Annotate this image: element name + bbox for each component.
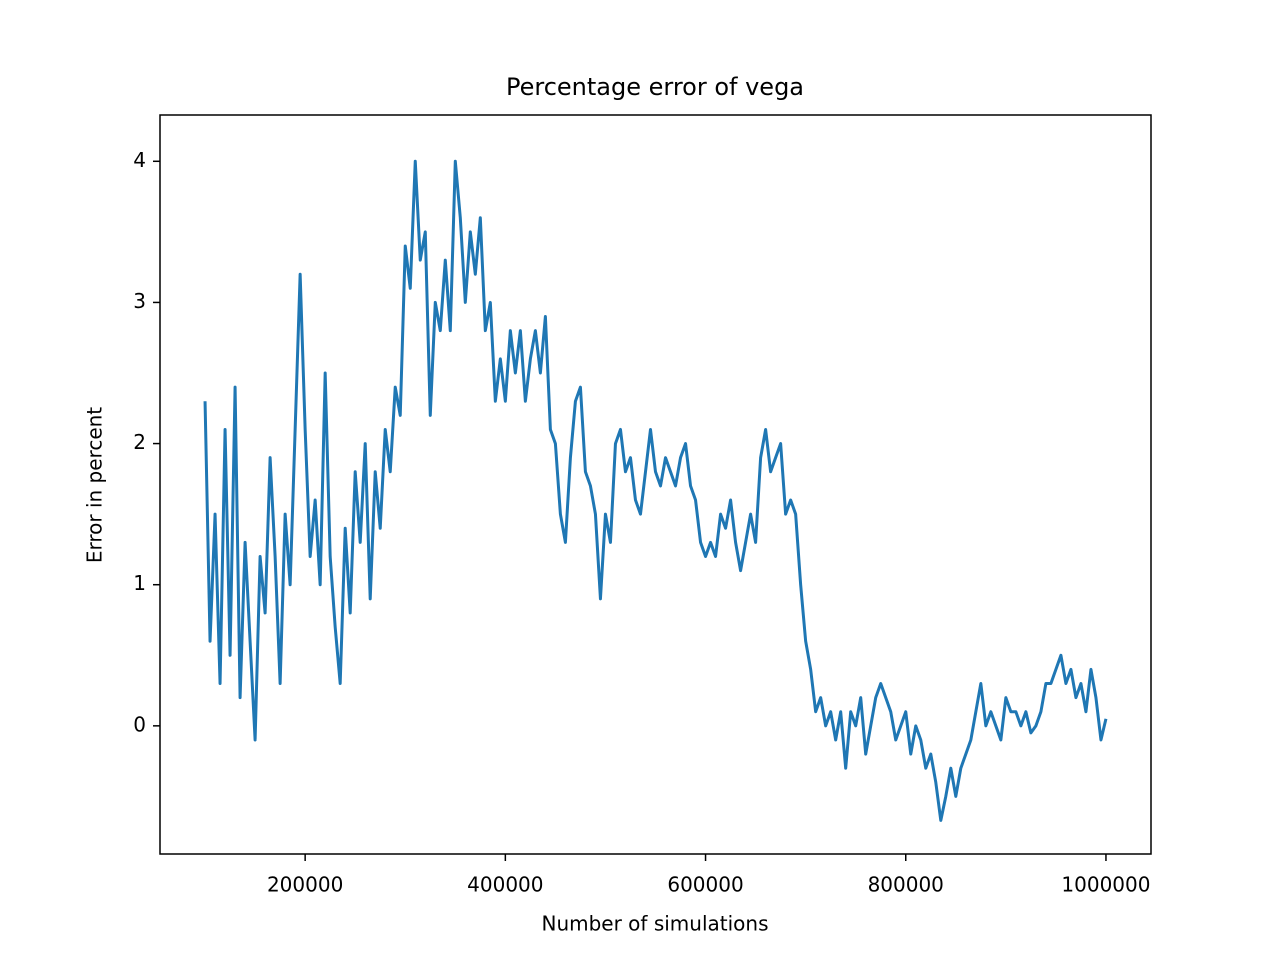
- y-axis-label: Error in percent: [83, 407, 107, 563]
- data-line: [203, 159, 1108, 822]
- y-tick-label: 3: [133, 289, 146, 313]
- x-tick-label: 1000000: [1061, 873, 1150, 897]
- y-tick-label: 2: [133, 430, 146, 454]
- plot-frame: [159, 114, 1152, 855]
- x-tick-label: 200000: [267, 873, 343, 897]
- y-tick-label: 1: [133, 571, 146, 595]
- x-axis-label: Number of simulations: [541, 912, 768, 936]
- x-tick-label: 600000: [667, 873, 743, 897]
- y-tick-label: 4: [133, 148, 146, 172]
- x-tick-label: 400000: [467, 873, 543, 897]
- x-tick-label: 800000: [868, 873, 944, 897]
- chart-title: Percentage error of vega: [506, 73, 804, 101]
- y-tick-label: 0: [133, 712, 146, 736]
